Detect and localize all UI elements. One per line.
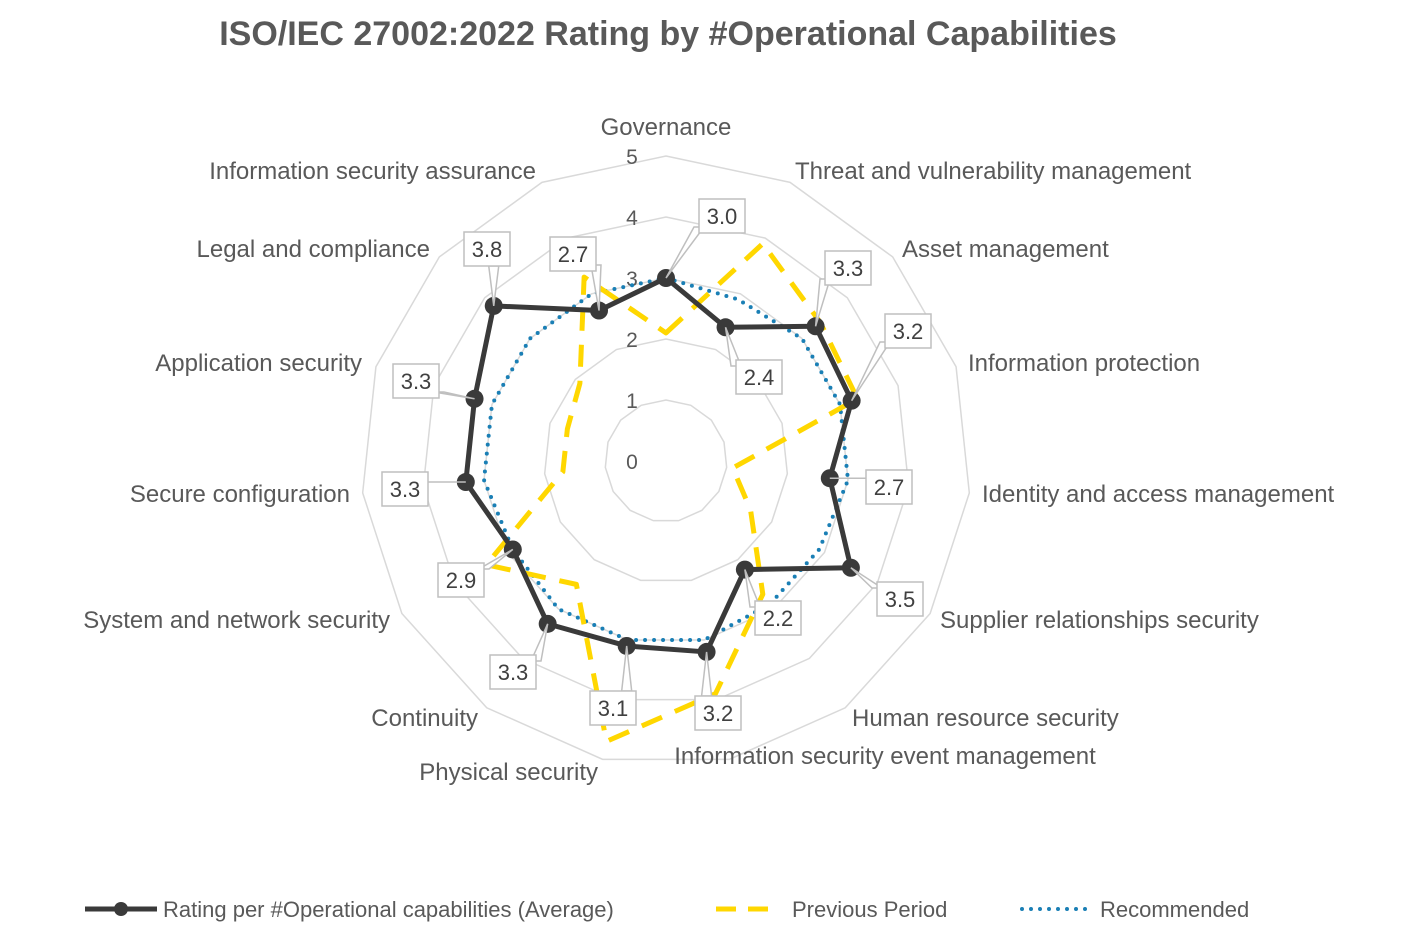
grid-ring bbox=[361, 155, 971, 761]
data-label: 2.4 bbox=[724, 326, 783, 395]
series-line-1 bbox=[483, 241, 860, 744]
radial-tick-label: 1 bbox=[626, 390, 638, 413]
category-label: Supplier relationships security bbox=[940, 607, 1259, 634]
data-label-text: 3.3 bbox=[498, 660, 529, 685]
radial-tick-label: 3 bbox=[626, 268, 638, 291]
data-label: 2.2 bbox=[744, 569, 802, 636]
category-label: Identity and access management bbox=[982, 481, 1335, 508]
data-label-box bbox=[589, 690, 637, 726]
data-label-text: 2.7 bbox=[874, 475, 905, 500]
data-label-box bbox=[463, 231, 511, 267]
legend-item-rating[interactable]: Rating per #Operational capabilities (Av… bbox=[85, 897, 614, 922]
data-label: 3.3 bbox=[392, 363, 475, 400]
grid-ring bbox=[604, 399, 728, 522]
data-label-text: 2.2 bbox=[763, 606, 794, 631]
data-label: 3.0 bbox=[665, 198, 746, 279]
data-label-text: 2.7 bbox=[558, 242, 589, 267]
data-label: 2.9 bbox=[437, 548, 514, 598]
data-label-box bbox=[489, 654, 537, 690]
data-label: 3.1 bbox=[589, 645, 637, 726]
legend-label-previous-period: Previous Period bbox=[792, 897, 947, 922]
data-label: 3.2 bbox=[694, 651, 742, 731]
data-label: 2.7 bbox=[549, 236, 602, 311]
data-labels: 3.0 2.4 3.3 3.2 2.7 3.5 2.2 3.2 3.1 3.3 2.9 3.3 3.3 3… bbox=[381, 198, 932, 731]
data-label-box bbox=[549, 236, 597, 272]
category-label: Asset management bbox=[902, 236, 1109, 263]
grid-ring bbox=[422, 216, 910, 701]
series-line-0 bbox=[463, 275, 855, 655]
radial-tick-label: 5 bbox=[626, 146, 638, 169]
data-label-box bbox=[884, 313, 932, 349]
radial-tick-label: 4 bbox=[626, 207, 638, 230]
data-label-leader bbox=[850, 341, 892, 402]
radial-tick-label: 2 bbox=[626, 329, 638, 352]
data-label-box bbox=[694, 695, 742, 731]
data-label-text: 3.2 bbox=[703, 701, 734, 726]
series-line-2 bbox=[482, 276, 850, 643]
category-label: Threat and vulnerability management bbox=[795, 158, 1192, 185]
legend-label-recommended: Recommended bbox=[1100, 897, 1249, 922]
data-label-text: 3.0 bbox=[707, 204, 738, 229]
legend: Rating per #Operational capabilities (Av… bbox=[85, 897, 1249, 922]
category-label: Physical security bbox=[419, 759, 598, 786]
data-label-leader bbox=[814, 278, 832, 327]
data-label-box bbox=[865, 469, 913, 505]
category-label: Secure configuration bbox=[130, 481, 350, 508]
data-label-box bbox=[698, 198, 746, 234]
radial-tick-label: 0 bbox=[626, 451, 638, 474]
category-label: Application security bbox=[155, 350, 362, 377]
data-label-text: 3.2 bbox=[893, 319, 924, 344]
data-label-text: 3.1 bbox=[598, 696, 629, 721]
data-label: 3.8 bbox=[463, 231, 511, 306]
data-label: 3.3 bbox=[814, 250, 872, 327]
legend-label-rating: Rating per #Operational capabilities (Av… bbox=[163, 897, 614, 922]
radial-tick-labels: 0 1 2 3 4 5 bbox=[626, 146, 638, 474]
data-label-text: 3.3 bbox=[390, 477, 421, 502]
data-label-box bbox=[392, 363, 440, 399]
data-label-box bbox=[824, 250, 872, 286]
category-label: System and network security bbox=[83, 607, 390, 634]
data-label-text: 2.4 bbox=[744, 365, 775, 390]
category-label: Information security event management bbox=[674, 743, 1096, 770]
data-label-box bbox=[381, 471, 429, 507]
category-label: Human resource security bbox=[852, 705, 1119, 732]
data-label: 3.3 bbox=[489, 623, 549, 690]
category-label: Information security assurance bbox=[209, 158, 536, 185]
chart-title: ISO/IEC 27002:2022 Rating by #Operationa… bbox=[219, 15, 1117, 53]
data-label: 3.5 bbox=[850, 567, 924, 617]
legend-item-recommended[interactable]: Recommended bbox=[1020, 897, 1249, 922]
data-label-text: 3.8 bbox=[472, 237, 503, 262]
data-label-text: 3.5 bbox=[885, 587, 916, 612]
data-label-text: 3.3 bbox=[833, 256, 864, 281]
data-label-box bbox=[876, 581, 924, 617]
data-label: 3.2 bbox=[850, 313, 932, 402]
category-label: Legal and compliance bbox=[197, 236, 431, 263]
data-label-text: 3.3 bbox=[401, 369, 432, 394]
data-label: 3.3 bbox=[381, 471, 466, 507]
data-label-box bbox=[437, 562, 485, 598]
grid-ring bbox=[543, 338, 789, 582]
data-label-leader bbox=[665, 226, 706, 279]
legend-item-previous-period[interactable]: Previous Period bbox=[716, 897, 947, 922]
category-labels: Governance Threat and vulnerability manag… bbox=[83, 114, 1334, 786]
data-label-text: 2.9 bbox=[446, 568, 477, 593]
data-label: 2.7 bbox=[829, 469, 913, 505]
data-label-box bbox=[754, 600, 802, 636]
category-label: Governance bbox=[601, 114, 732, 141]
category-label: Information protection bbox=[968, 350, 1200, 377]
radar-grid bbox=[361, 155, 971, 761]
category-label: Continuity bbox=[371, 705, 478, 732]
data-label-box bbox=[735, 359, 783, 395]
